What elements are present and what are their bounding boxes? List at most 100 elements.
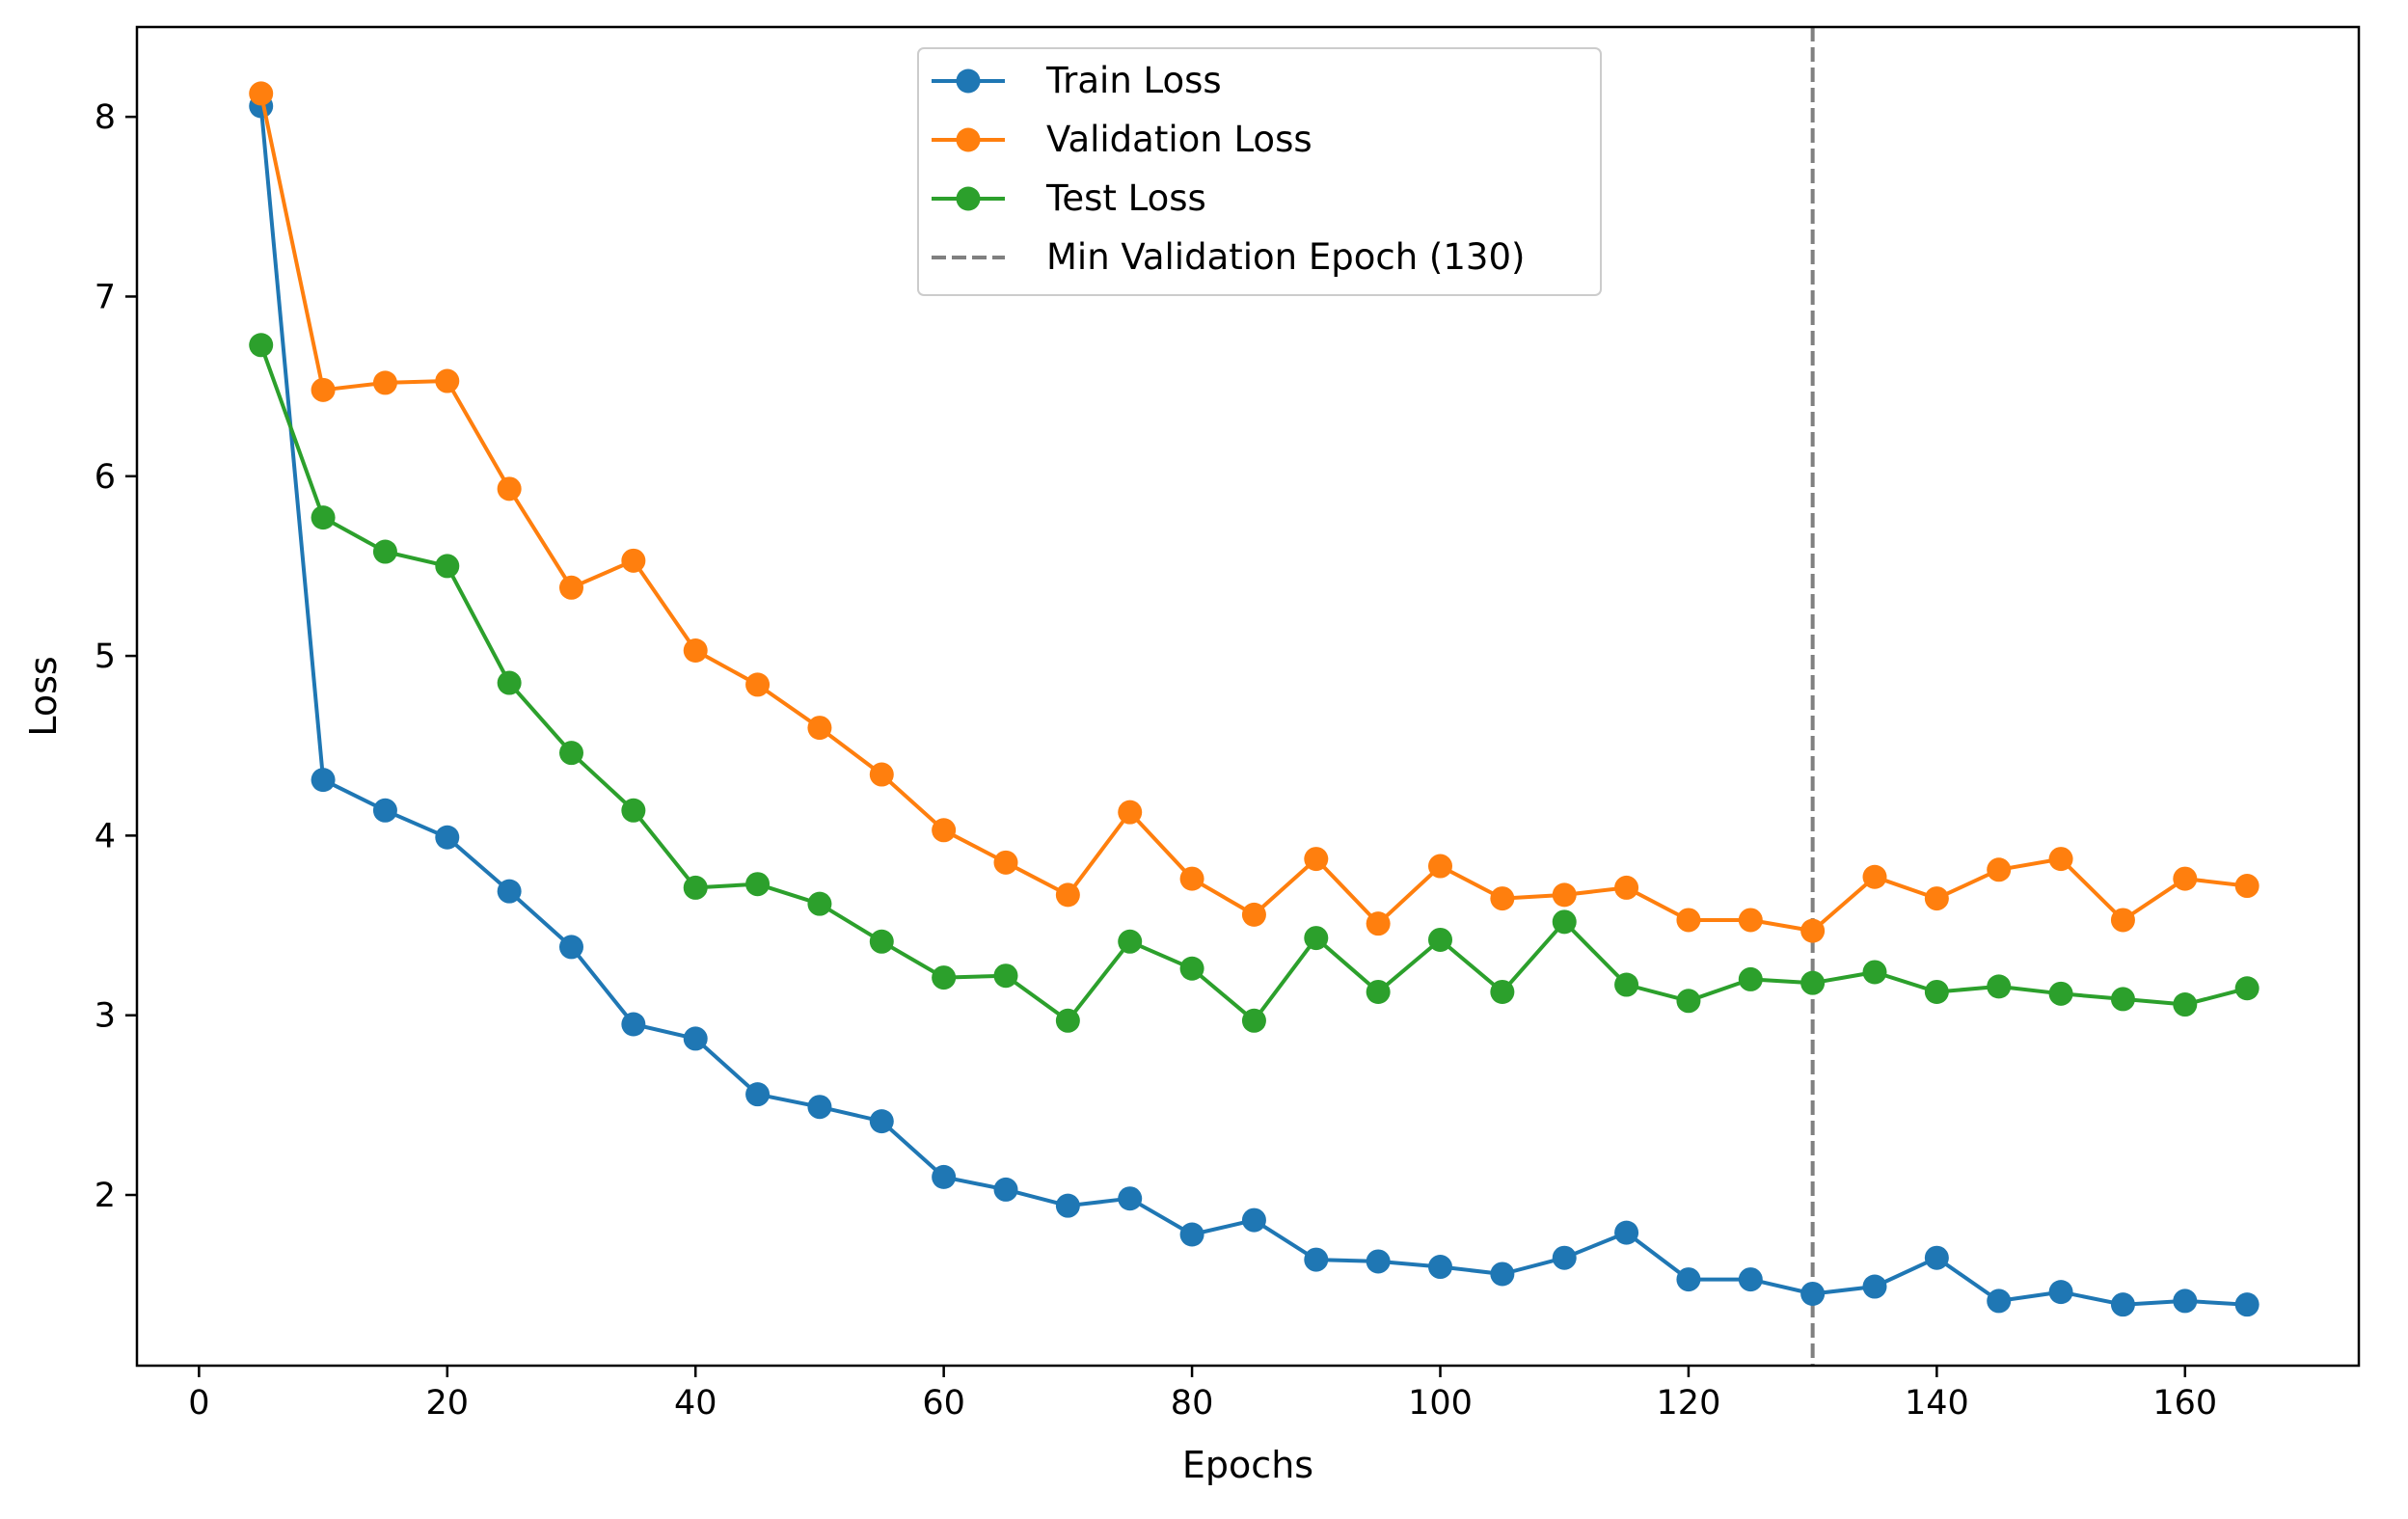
data-point-1-5	[559, 575, 584, 600]
data-point-1-20	[1490, 886, 1515, 911]
data-point-1-16	[1241, 902, 1266, 927]
data-point-2-15	[1179, 956, 1204, 981]
data-point-0-31	[2173, 1288, 2198, 1314]
data-point-2-5	[559, 741, 584, 766]
data-point-2-14	[1118, 929, 1143, 954]
y-axis-label: Loss	[22, 656, 65, 736]
data-point-1-14	[1118, 800, 1143, 825]
data-point-0-17	[1304, 1247, 1329, 1272]
data-point-0-7	[683, 1026, 708, 1051]
data-point-1-25	[1800, 918, 1826, 943]
data-point-0-13	[1055, 1193, 1080, 1218]
data-point-1-31	[2173, 866, 2198, 891]
data-point-0-4	[497, 879, 522, 904]
data-point-2-9	[807, 891, 832, 916]
x-tick-label-6: 120	[1657, 1384, 1721, 1423]
legend-label-0: Train Loss	[1045, 60, 1222, 101]
plot-frame	[135, 25, 2361, 1368]
data-point-1-4	[497, 476, 522, 502]
data-point-2-23	[1676, 989, 1701, 1014]
data-point-2-13	[1055, 1008, 1080, 1033]
y-tick-label-5: 7	[95, 278, 116, 316]
data-point-0-18	[1366, 1249, 1391, 1274]
legend-swatch-marker-0	[956, 68, 981, 94]
data-point-1-1	[311, 377, 336, 402]
data-point-0-23	[1676, 1267, 1701, 1292]
axes-layer: 0 20 40 60 80 100 120 140 160 2 3 4 5 6 7 8	[95, 25, 2361, 1423]
y-tick-label-4: 6	[95, 458, 116, 497]
data-point-1-3	[435, 368, 460, 393]
y-tick-label-6: 8	[95, 98, 116, 137]
data-point-0-11	[932, 1164, 957, 1189]
data-point-1-24	[1738, 908, 1763, 933]
data-point-0-3	[435, 825, 460, 850]
data-point-0-25	[1800, 1281, 1826, 1306]
data-point-0-22	[1614, 1220, 1639, 1245]
x-tick-label-7: 140	[1905, 1384, 1969, 1423]
data-point-0-12	[993, 1177, 1018, 1202]
data-point-2-21	[1552, 909, 1577, 935]
data-point-2-19	[1428, 927, 1453, 952]
x-tick-label-0: 0	[188, 1384, 209, 1423]
data-point-1-19	[1428, 854, 1453, 879]
data-point-0-9	[807, 1095, 832, 1120]
series-layer	[249, 27, 2259, 1366]
data-point-2-0	[249, 333, 274, 358]
x-tick-label-1: 20	[426, 1384, 470, 1423]
data-point-2-17	[1304, 926, 1329, 951]
data-point-2-6	[621, 798, 646, 823]
data-point-0-2	[372, 798, 397, 823]
data-point-0-21	[1552, 1245, 1577, 1270]
data-point-1-28	[1987, 857, 2012, 882]
data-point-1-32	[2234, 874, 2259, 899]
x-tick-label-3: 60	[922, 1384, 965, 1423]
data-point-2-10	[869, 929, 894, 954]
data-point-0-6	[621, 1012, 646, 1037]
data-point-2-2	[372, 539, 397, 564]
data-point-2-22	[1614, 972, 1639, 997]
data-point-0-8	[745, 1082, 771, 1107]
legend-label-2: Test Loss	[1045, 177, 1206, 219]
data-point-2-12	[993, 963, 1018, 989]
data-point-2-18	[1366, 979, 1391, 1004]
legend-box	[917, 47, 1602, 296]
data-point-1-27	[1924, 886, 1949, 911]
data-point-0-5	[559, 935, 584, 960]
data-point-2-32	[2234, 976, 2259, 1001]
data-point-2-28	[1987, 974, 2012, 999]
y-tick-label-1: 3	[95, 997, 116, 1036]
data-point-0-29	[2048, 1280, 2073, 1305]
x-tick-label-4: 80	[1171, 1384, 1214, 1423]
data-point-0-14	[1118, 1186, 1143, 1211]
data-point-2-7	[683, 875, 708, 900]
data-point-0-20	[1490, 1261, 1515, 1287]
data-point-1-30	[2110, 908, 2135, 933]
data-point-0-26	[1862, 1274, 1887, 1299]
x-tick-label-5: 100	[1408, 1384, 1473, 1423]
data-point-1-18	[1366, 911, 1391, 936]
legend-swatch-marker-1	[956, 127, 981, 152]
x-tick-label-2: 40	[674, 1384, 717, 1423]
data-point-1-2	[372, 370, 397, 395]
data-point-2-16	[1241, 1008, 1266, 1033]
data-point-2-3	[435, 554, 460, 579]
data-point-2-30	[2110, 987, 2135, 1012]
data-point-0-27	[1924, 1245, 1949, 1270]
data-point-0-10	[869, 1109, 894, 1134]
data-point-1-12	[993, 850, 1018, 875]
data-point-1-13	[1055, 882, 1080, 908]
data-point-1-6	[621, 548, 646, 573]
data-point-0-24	[1738, 1267, 1763, 1292]
data-point-1-11	[932, 818, 957, 843]
legend-label-1: Validation Loss	[1046, 119, 1312, 160]
data-point-0-16	[1241, 1207, 1266, 1233]
data-point-2-4	[497, 670, 522, 695]
data-point-2-25	[1800, 970, 1826, 995]
data-point-1-21	[1552, 882, 1577, 908]
legend: Train Loss Validation Loss Test Loss Min Va…	[917, 47, 1602, 296]
x-axis-label: Epochs	[1182, 1444, 1313, 1486]
data-point-1-15	[1179, 866, 1204, 891]
data-point-1-10	[869, 762, 894, 787]
data-point-2-27	[1924, 979, 1949, 1004]
